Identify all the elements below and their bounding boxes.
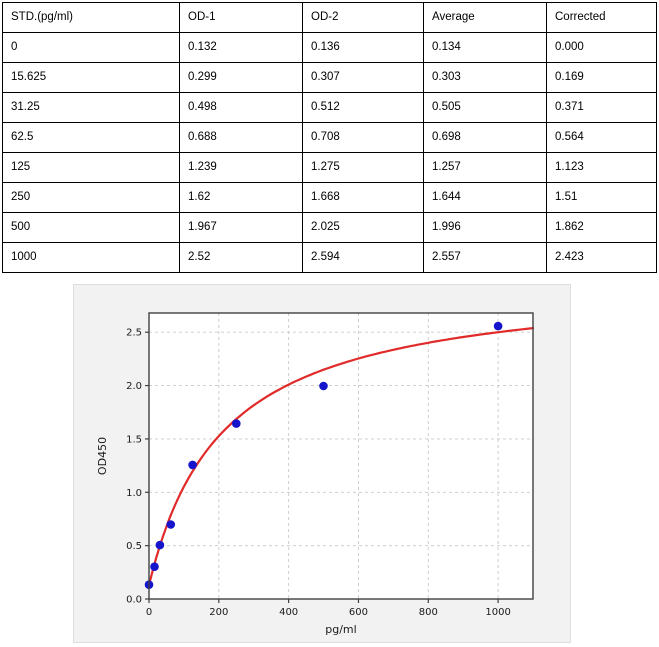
data-point xyxy=(319,381,328,391)
table-cell: 15.625 xyxy=(2,62,180,93)
data-point xyxy=(188,460,197,470)
table-cell: 0.000 xyxy=(546,32,657,63)
fit-curve xyxy=(147,327,535,587)
y-tick-label: 1.5 xyxy=(126,434,142,445)
column-header: OD-1 xyxy=(179,2,303,33)
data-point xyxy=(150,562,159,571)
y-tick-label: 0.5 xyxy=(126,541,142,552)
table-cell: 1.668 xyxy=(302,182,424,213)
table-cell: 0.512 xyxy=(302,92,424,123)
table-cell: 1.862 xyxy=(546,212,657,243)
y-axis-label: OD450 xyxy=(96,437,109,475)
table-cell: 125 xyxy=(2,152,180,183)
table-row: 125 1.239 1.275 1.257 1.123 xyxy=(2,152,657,183)
data-point xyxy=(493,321,503,331)
table-row: 31.25 0.498 0.512 0.505 0.371 xyxy=(2,92,657,123)
column-header: STD.(pg/ml) xyxy=(2,2,180,33)
table-cell: 1.996 xyxy=(423,212,547,243)
table-cell: 2.52 xyxy=(179,242,303,273)
x-tick-label: 0 xyxy=(146,607,152,618)
plot-area xyxy=(149,313,533,599)
data-point xyxy=(232,419,241,428)
table-row: 1000 2.52 2.594 2.557 2.423 xyxy=(2,242,657,273)
axes-spines xyxy=(148,312,534,600)
x-tick-label: 200 xyxy=(209,607,228,618)
table-header-row: STD.(pg/ml) OD-1 OD-2 Average Corrected xyxy=(2,2,657,33)
standard-curve-figure: 0 200 400 600 800 1000 0.0 0.5 1.0 1.5 2.0 2.5 pg/ml… xyxy=(73,284,571,643)
table-cell: 0.134 xyxy=(423,32,547,63)
table-cell: 1.62 xyxy=(179,182,303,213)
table-row: 62.5 0.688 0.708 0.698 0.564 xyxy=(2,122,657,153)
table-cell: 0.708 xyxy=(302,122,424,153)
table-row: 500 1.967 2.025 1.996 1.862 xyxy=(2,212,657,243)
y-tick-label: 2.5 xyxy=(126,328,142,339)
x-tick-label: 1000 xyxy=(485,607,510,618)
table-cell: 62.5 xyxy=(2,122,180,153)
table-cell: 0.136 xyxy=(302,32,424,63)
y-tick-label: 2.0 xyxy=(126,381,142,392)
table-cell: 0.307 xyxy=(302,62,424,93)
column-header: OD-2 xyxy=(302,2,424,33)
table-cell: 1.257 xyxy=(423,152,547,183)
y-tick-label: 1.0 xyxy=(126,488,142,499)
table-cell: 0.299 xyxy=(179,62,303,93)
standards-table: STD.(pg/ml) OD-1 OD-2 Average Corrected 0 0.1… xyxy=(2,2,657,273)
standard-curve-chart: 0 200 400 600 800 1000 0.0 0.5 1.0 1.5 2.0 2.5 pg/ml… xyxy=(96,312,535,636)
table-cell: 250 xyxy=(2,182,180,213)
x-tick-label: 600 xyxy=(349,607,368,618)
table-cell: 0.564 xyxy=(546,122,657,153)
table-cell: 1.123 xyxy=(546,152,657,183)
table-row: 15.625 0.299 0.307 0.303 0.169 xyxy=(2,62,657,93)
table-cell: 0.498 xyxy=(179,92,303,123)
table-cell: 0.698 xyxy=(423,122,547,153)
table-cell: 0.169 xyxy=(546,62,657,93)
table-cell: 0 xyxy=(2,32,180,63)
table-cell: 0.505 xyxy=(423,92,547,123)
table-cell: 500 xyxy=(2,212,180,243)
table-cell: 0.688 xyxy=(179,122,303,153)
data-point xyxy=(166,520,176,529)
table-cell: 2.025 xyxy=(302,212,424,243)
data-point xyxy=(155,540,165,550)
y-tick-label: 0.0 xyxy=(126,595,142,606)
x-axis-label: pg/ml xyxy=(325,623,356,636)
table-cell: 1.644 xyxy=(423,182,547,213)
table-row: 250 1.62 1.668 1.644 1.51 xyxy=(2,182,657,213)
table-cell: 1.967 xyxy=(179,212,303,243)
column-header: Corrected xyxy=(546,2,657,33)
x-tick-label: 800 xyxy=(419,607,438,618)
table-cell: 0.132 xyxy=(179,32,303,63)
table-cell: 2.557 xyxy=(423,242,547,273)
column-header: Average xyxy=(423,2,547,33)
table-cell: 1.51 xyxy=(546,182,657,213)
table-cell: 0.303 xyxy=(423,62,547,93)
table-cell: 1.275 xyxy=(302,152,424,183)
table-row: 0 0.132 0.136 0.134 0.000 xyxy=(2,32,657,63)
table-cell: 0.371 xyxy=(546,92,657,123)
table-cell: 1.239 xyxy=(179,152,303,183)
x-tick-label: 400 xyxy=(279,607,298,618)
table-cell: 2.594 xyxy=(302,242,424,273)
table-cell: 2.423 xyxy=(546,242,657,273)
table-cell: 1000 xyxy=(2,242,180,273)
table-cell: 31.25 xyxy=(2,92,180,123)
